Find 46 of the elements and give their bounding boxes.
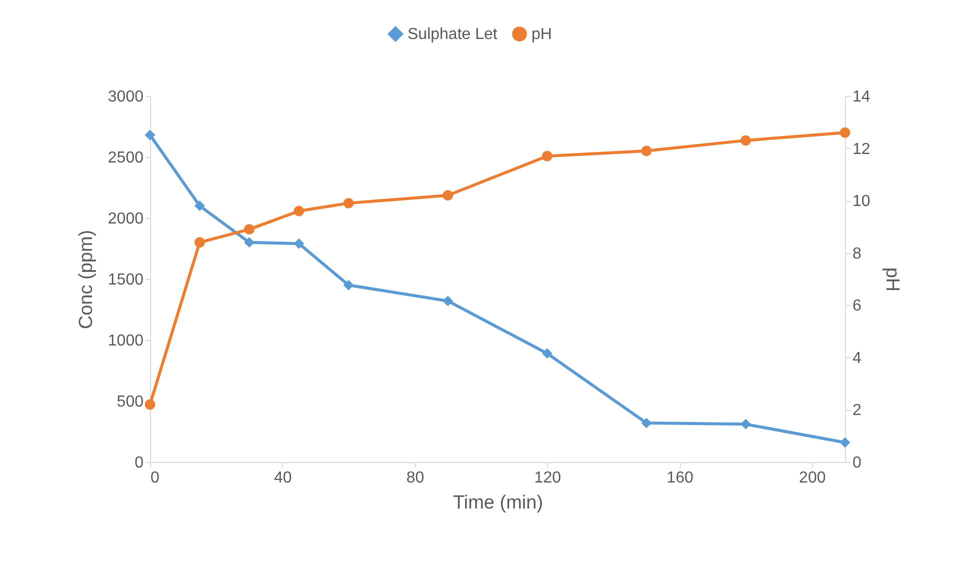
legend-label: pH xyxy=(532,26,552,44)
y2-tick-label: 4 xyxy=(852,350,862,367)
x-axis-title: Time (min) xyxy=(452,492,544,514)
x-tick-label: 80 xyxy=(406,470,424,486)
point xyxy=(740,135,751,146)
y-tick-label: 0 xyxy=(134,454,144,472)
y2-axis-title: pH xyxy=(881,267,902,292)
x-tick-label: 120 xyxy=(534,470,562,486)
point xyxy=(244,224,255,235)
point xyxy=(442,296,454,306)
y2-tick-label: 8 xyxy=(852,245,862,262)
y2-tick-label: 10 xyxy=(852,193,870,210)
y-tick-label: 3000 xyxy=(108,88,144,106)
y2-tick-label: 6 xyxy=(852,298,862,315)
x-tick-label: 160 xyxy=(666,470,694,486)
point xyxy=(244,237,255,248)
y2-tick-label: 12 xyxy=(852,140,870,158)
y-axis-title: Conc (ppm) xyxy=(76,230,97,330)
x-tick-label: 0 xyxy=(150,470,160,486)
legend-label: Sulphate Let xyxy=(408,26,498,44)
point xyxy=(641,146,652,156)
point xyxy=(194,200,205,212)
y-tick-label: 1000 xyxy=(108,332,144,350)
point xyxy=(294,206,304,216)
point xyxy=(840,437,850,448)
y2-tick-label: 0 xyxy=(852,454,862,472)
point xyxy=(144,399,156,410)
point xyxy=(442,190,454,201)
y-tick-label: 2500 xyxy=(108,150,144,166)
point xyxy=(294,238,304,249)
point xyxy=(343,280,354,290)
point xyxy=(542,348,552,359)
x-tick-label: 40 xyxy=(274,470,292,486)
y-tick-label: 500 xyxy=(116,394,144,410)
point xyxy=(542,150,552,162)
point xyxy=(194,237,205,248)
point xyxy=(840,127,850,138)
point xyxy=(641,418,652,428)
point xyxy=(740,418,751,430)
x-tick-label: 200 xyxy=(799,470,826,486)
y-tick-label: 2000 xyxy=(108,210,144,228)
y-tick-label: 1500 xyxy=(108,272,144,288)
point xyxy=(144,130,156,140)
point xyxy=(343,198,354,208)
y2-tick-label: 2 xyxy=(852,402,862,420)
y2-tick-label: 14 xyxy=(852,88,870,106)
